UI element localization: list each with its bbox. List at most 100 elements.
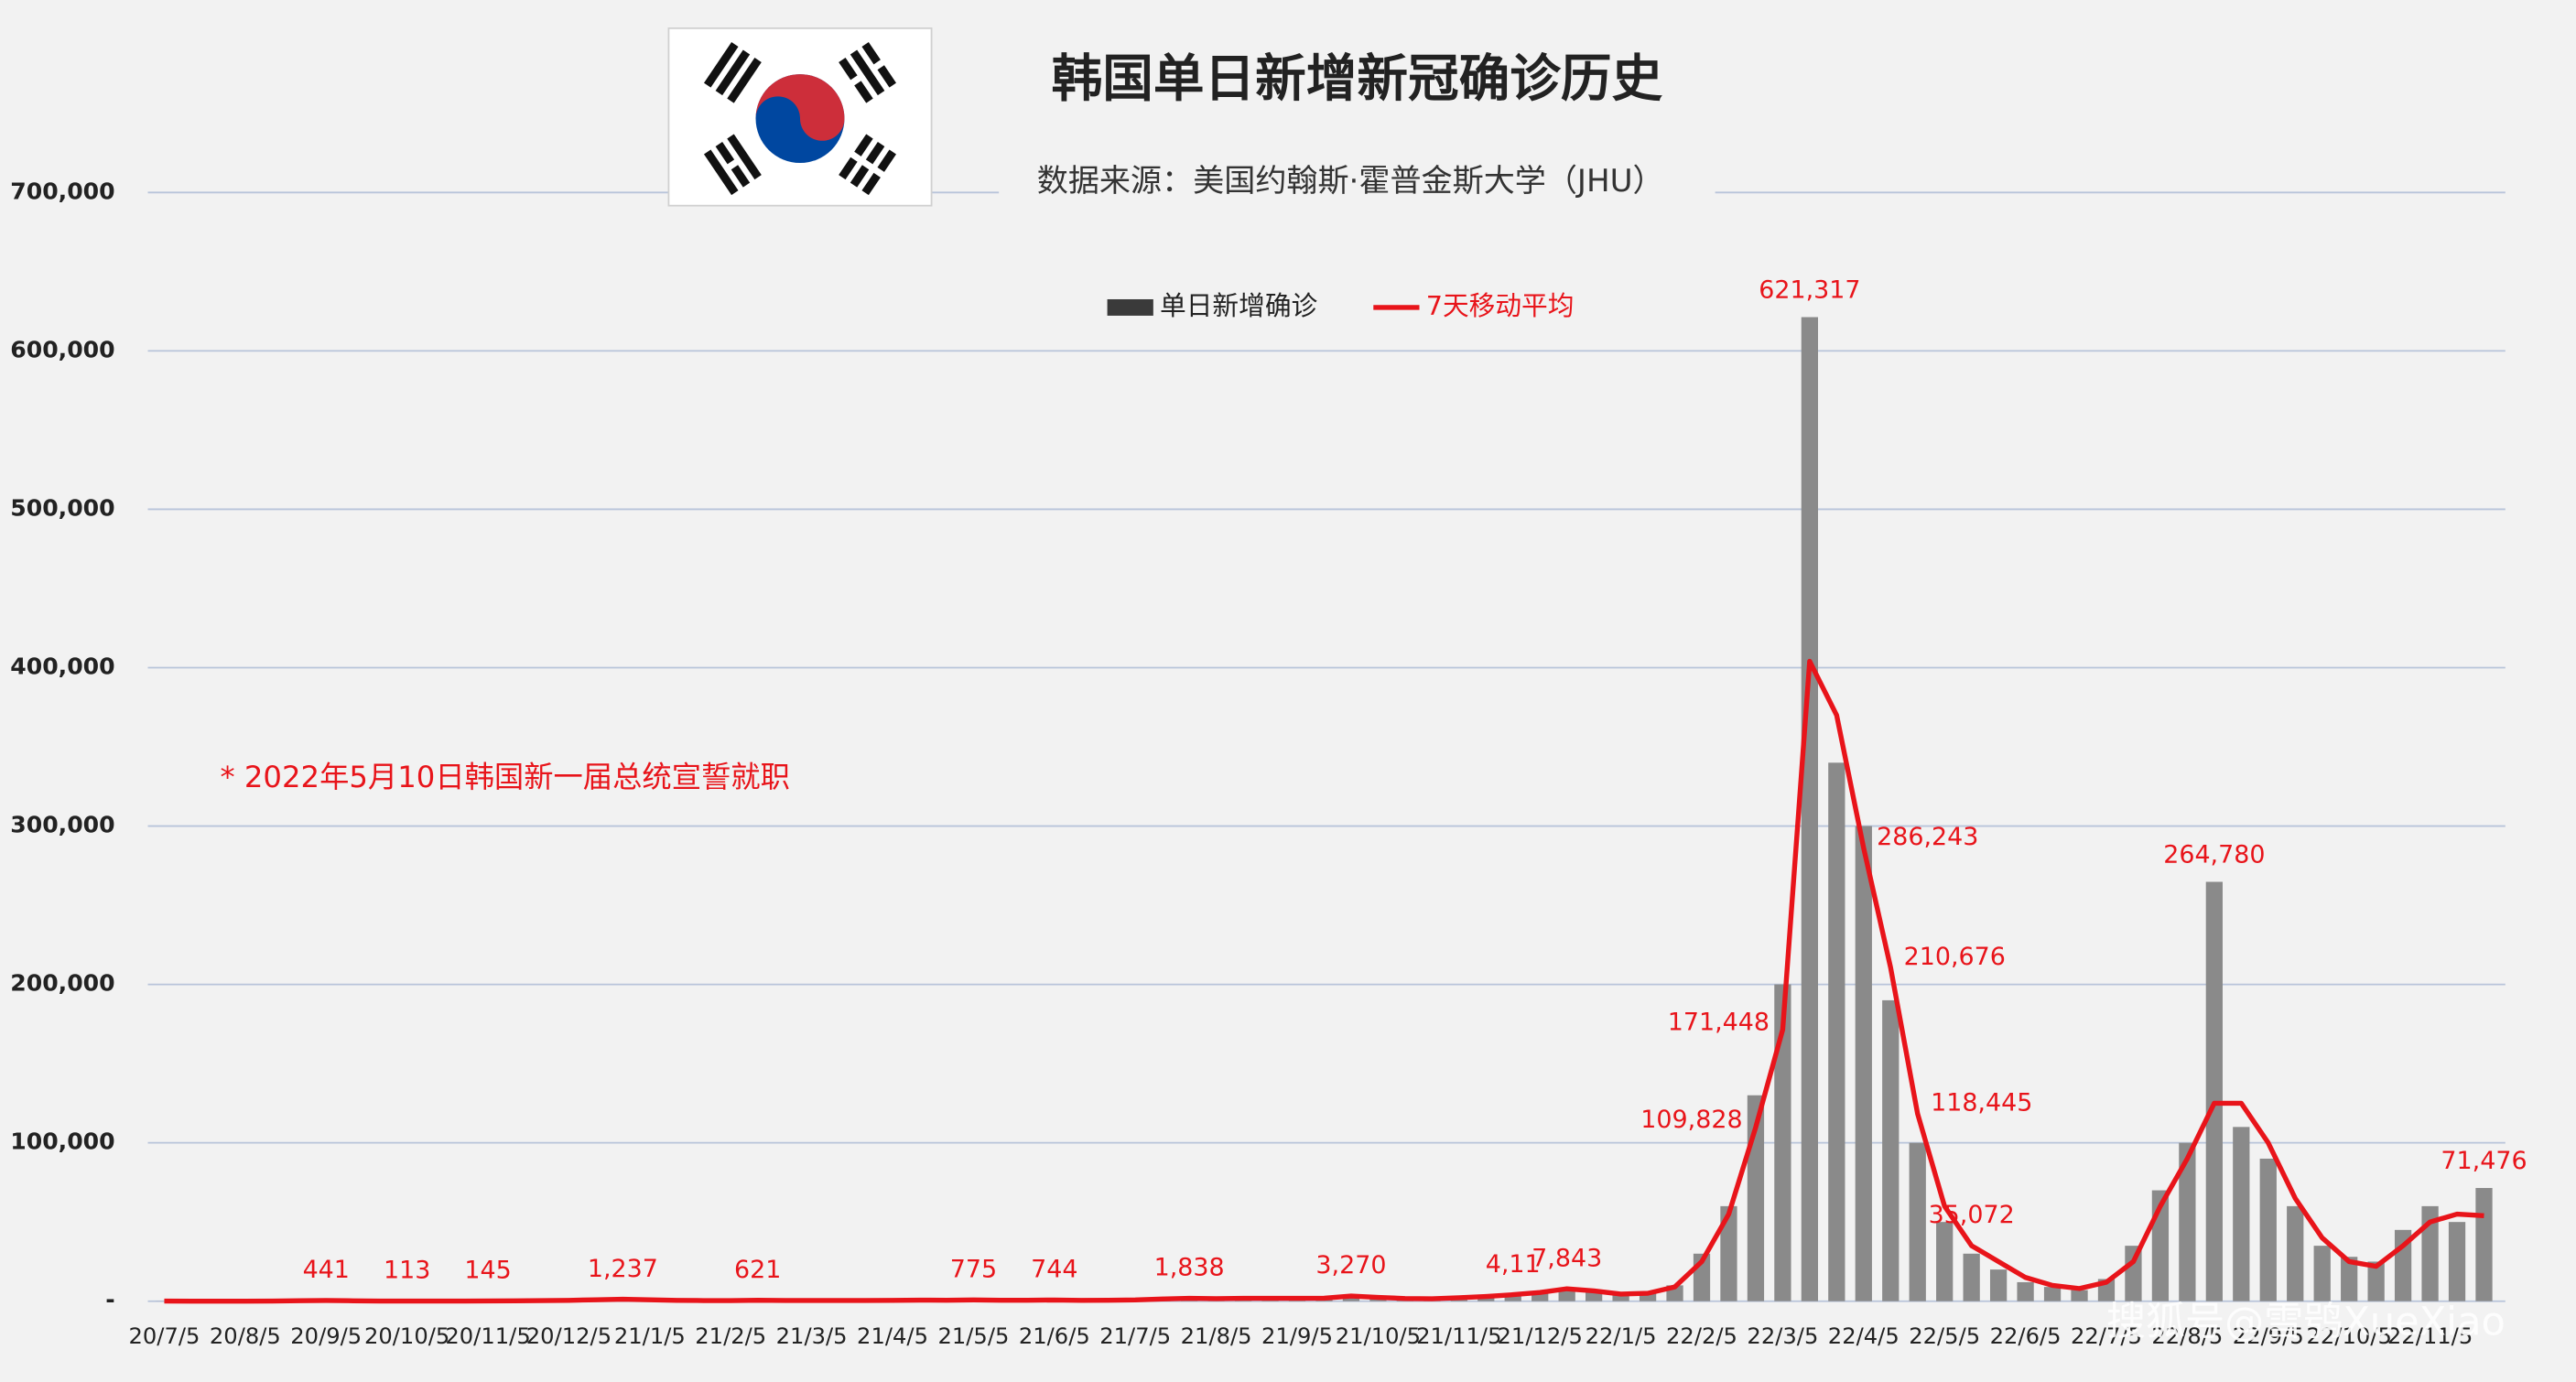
x-tick-label: 20/11/5 — [445, 1323, 530, 1349]
x-tick-label: 21/11/5 — [1416, 1323, 1501, 1349]
data-label: 1,237 — [588, 1255, 658, 1283]
data-label: 3,270 — [1315, 1251, 1386, 1279]
data-label: 775 — [950, 1256, 997, 1284]
data-label: 4,11 — [1486, 1250, 1541, 1279]
bar — [1612, 1294, 1629, 1301]
x-tick-label: 21/8/5 — [1181, 1323, 1252, 1349]
data-label: 171,448 — [1668, 1008, 1770, 1036]
bar — [1586, 1290, 1603, 1301]
x-tick-label: 21/12/5 — [1498, 1323, 1583, 1349]
annotation: * 2022年5月10日韩国新一届总统宣誓就职 — [220, 760, 789, 794]
x-tick-label: 22/8/5 — [2151, 1323, 2223, 1349]
x-tick-label: 22/5/5 — [1909, 1323, 1980, 1349]
flag-trigram — [703, 134, 762, 196]
chart-title: 韩国单日新增新冠确诊历史 — [1052, 49, 1663, 109]
y-tick-label: 600,000 — [10, 336, 114, 362]
x-tick-label: 22/2/5 — [1666, 1323, 1737, 1349]
x-tick-label: 21/3/5 — [776, 1323, 848, 1349]
data-label: 286,243 — [1877, 823, 1978, 851]
bar — [1882, 999, 1900, 1301]
bar — [1774, 984, 1791, 1301]
bar — [1936, 1222, 1954, 1301]
data-label: 71,476 — [2441, 1147, 2527, 1175]
y-tick-label: 300,000 — [10, 812, 114, 838]
bar — [2125, 1246, 2142, 1301]
bar — [2448, 1222, 2466, 1301]
flag-trigram — [839, 41, 896, 103]
flag — [667, 27, 933, 207]
x-tick-label: 21/9/5 — [1261, 1323, 1333, 1349]
bar — [2287, 1205, 2304, 1301]
data-label: 264,780 — [2163, 840, 2265, 869]
data-label: 621 — [734, 1256, 781, 1284]
data-label: 113 — [384, 1257, 430, 1285]
data-label: 210,676 — [1904, 943, 2006, 971]
x-tick-label: 22/6/5 — [1990, 1323, 2062, 1349]
bar — [2341, 1257, 2358, 1301]
x-tick-label: 21/10/5 — [1336, 1323, 1421, 1349]
chart-subtitle: 数据来源：美国约翰斯·霍普金斯大学（JHU） — [1037, 163, 1664, 200]
x-tick-label: 22/10/5 — [2306, 1323, 2391, 1349]
x-tick-label: 22/9/5 — [2233, 1323, 2304, 1349]
legend: 单日新增确诊 7天移动平均 — [1107, 290, 1574, 321]
bar — [1504, 1294, 1521, 1301]
data-label: 441 — [303, 1256, 350, 1284]
data-label: 118,445 — [1931, 1088, 2032, 1117]
y-tick-label: 700,000 — [10, 178, 114, 204]
bar — [1801, 317, 1818, 1301]
x-tick-label: 20/12/5 — [526, 1323, 612, 1349]
data-label: 621,317 — [1759, 275, 1860, 304]
bar — [1639, 1292, 1657, 1301]
bar — [2313, 1246, 2331, 1301]
data-label: 109,828 — [1640, 1106, 1742, 1134]
watermark: 搜狐号@雪鸮XueXiao — [2106, 1299, 2506, 1344]
x-tick-label: 20/9/5 — [290, 1323, 362, 1349]
y-tick-label: 500,000 — [10, 494, 114, 521]
legend-label: 单日新增确诊 — [1160, 290, 1318, 321]
bar — [2017, 1281, 2034, 1301]
grid: - 100,000 200,000 300,000 400,000 500,000 600,… — [10, 178, 2506, 1349]
x-tick-label: 22/4/5 — [1828, 1323, 1900, 1349]
x-tick-label: 21/2/5 — [695, 1323, 766, 1349]
data-label: 1,838 — [1154, 1254, 1225, 1282]
y-tick-label: - — [105, 1287, 114, 1313]
x-tick-label: 21/7/5 — [1099, 1323, 1171, 1349]
data-label: 35,072 — [1929, 1201, 2015, 1229]
bar — [2205, 881, 2223, 1301]
flag-trigram — [839, 134, 896, 196]
x-tick-label: 22/3/5 — [1747, 1323, 1818, 1349]
line — [164, 658, 2484, 1304]
bar — [1558, 1289, 1575, 1301]
bar — [2421, 1205, 2439, 1301]
bar — [1720, 1205, 1737, 1301]
x-tick-label: 20/10/5 — [364, 1323, 449, 1349]
bar — [1342, 1296, 1360, 1301]
y-tick-label: 100,000 — [10, 1128, 114, 1155]
bar — [1828, 762, 1845, 1301]
bar — [2179, 1142, 2196, 1301]
x-tick-label: 21/6/5 — [1019, 1323, 1090, 1349]
bar — [1963, 1253, 1980, 1301]
flag-trigram — [703, 41, 762, 103]
x-tick-label: 22/7/5 — [2071, 1323, 2142, 1349]
x-tick-label: 22/1/5 — [1586, 1323, 1657, 1349]
bar — [1855, 826, 1872, 1301]
subtitle-background — [999, 157, 1716, 208]
x-tick-label: 20/8/5 — [210, 1323, 281, 1349]
bar — [2071, 1290, 2088, 1301]
bar — [2259, 1158, 2277, 1301]
bar — [2043, 1287, 2062, 1301]
bar — [1909, 1142, 1926, 1301]
bar — [2475, 1188, 2493, 1301]
bar — [2367, 1261, 2385, 1301]
x-tick-label: 21/1/5 — [614, 1323, 686, 1349]
y-tick-label: 200,000 — [10, 970, 114, 997]
x-tick-label: 21/4/5 — [857, 1323, 928, 1349]
data-label: 7,843 — [1532, 1244, 1602, 1272]
legend-swatch — [1107, 298, 1153, 316]
x-tick-label: 21/5/5 — [937, 1323, 1009, 1349]
data-label: 145 — [464, 1257, 511, 1285]
